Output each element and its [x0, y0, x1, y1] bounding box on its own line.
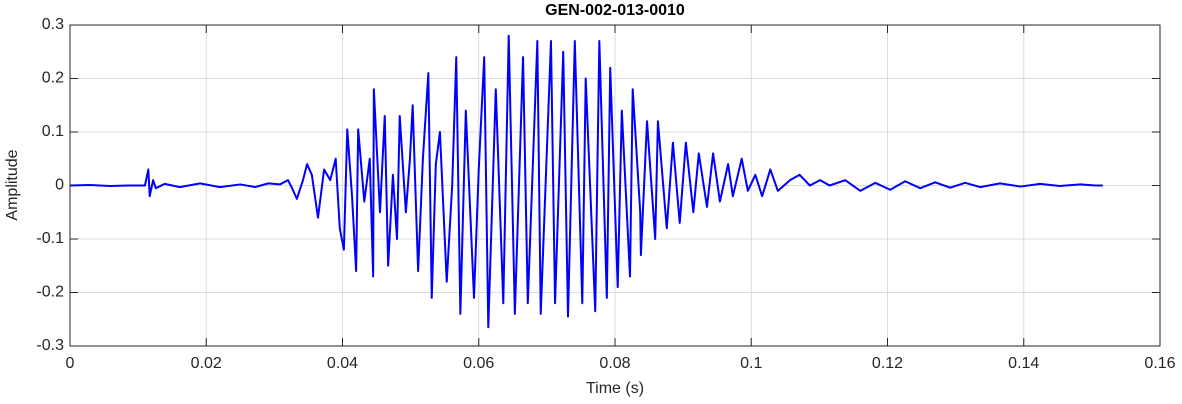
x-tick-label: 0.06 — [463, 355, 494, 372]
chart-title: GEN-002-013-0010 — [545, 2, 685, 19]
y-tick-label: -0.1 — [36, 230, 64, 247]
y-axis-label: Amplitude — [4, 149, 21, 220]
x-tick-label: 0 — [66, 355, 75, 372]
x-tick-label: 0.04 — [327, 355, 358, 372]
y-tick-label: 0.3 — [42, 16, 64, 33]
x-tick-label: 0.08 — [599, 355, 630, 372]
y-tick-label: 0.1 — [42, 123, 64, 140]
signal-line — [69, 34, 1103, 329]
y-tick-label: -0.3 — [36, 337, 64, 354]
x-tick-label: 0.12 — [872, 355, 903, 372]
x-tick-label: 0.14 — [1008, 355, 1039, 372]
y-tick-label: 0 — [55, 177, 64, 194]
x-tick-label: 0.1 — [740, 355, 762, 372]
y-tick-label: 0.2 — [42, 70, 64, 87]
x-axis-label: Time (s) — [586, 380, 644, 397]
x-tick-label: 0.16 — [1144, 355, 1175, 372]
x-tick-label: 0.02 — [191, 355, 222, 372]
axes-box — [69, 24, 1161, 347]
y-tick-label: -0.2 — [36, 284, 64, 301]
